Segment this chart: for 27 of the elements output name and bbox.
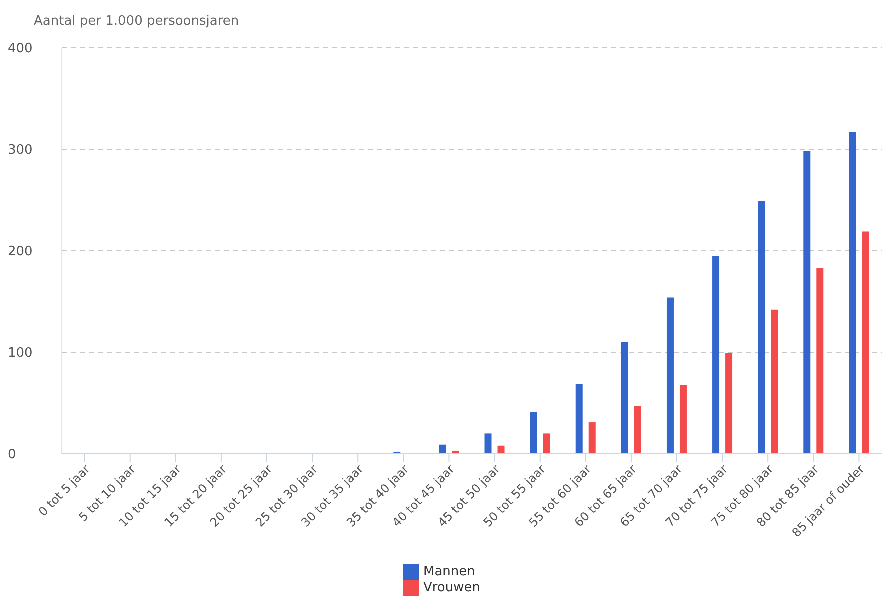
legend-label: Vrouwen [423,580,480,596]
bar [621,342,628,454]
bar [588,422,596,454]
legend-label: Mannen [423,564,476,580]
y-tick-label: 200 [8,244,33,260]
bar [726,354,733,454]
bar [576,384,583,454]
bar [498,446,505,454]
bar [530,412,538,454]
bar [484,434,492,454]
bar [771,310,778,454]
bar [680,384,687,454]
bar [712,256,720,454]
bar [666,298,674,454]
bar [439,444,446,454]
bar [634,406,642,454]
bar [862,232,870,454]
y-tick-label: 100 [8,346,33,362]
y-axis-title: Aantal per 1.000 persoonsjaren [34,14,240,29]
bar [758,201,766,454]
y-tick-label: 400 [8,42,33,57]
bar [804,152,811,454]
y-tick-label: 300 [8,143,33,158]
y-tick-label: 0 [8,448,16,463]
bar [543,434,550,454]
bar [849,132,856,454]
bar [816,268,824,454]
